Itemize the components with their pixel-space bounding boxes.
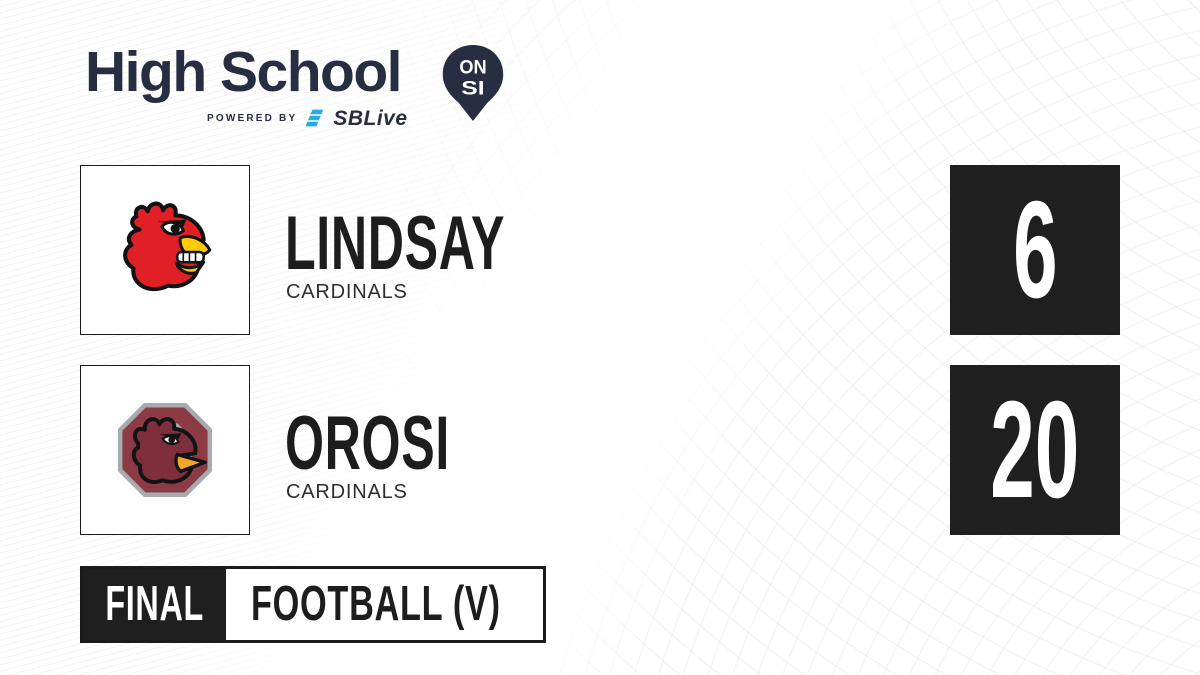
pin-text-on: ON: [459, 56, 486, 78]
sblive-icon: [305, 109, 324, 127]
status-label: FINAL: [105, 577, 204, 631]
team1-score: 6: [1012, 173, 1058, 327]
sblive-wordmark: SBLive: [333, 106, 408, 130]
brand-title: High School: [85, 40, 402, 104]
event-label: FOOTBALL (V): [251, 577, 501, 631]
event-segment: FOOTBALL (V): [226, 569, 608, 640]
team2-score-box: 20: [950, 365, 1120, 535]
team2-score: 20: [990, 373, 1080, 527]
team1-mascot: CARDINALS: [286, 281, 408, 303]
powered-by-row: POWERED BY SBLive: [207, 107, 408, 129]
lindsay-cardinal-icon: [123, 201, 212, 292]
team1-score-box: 6: [950, 165, 1120, 335]
powered-by-label: POWERED BY: [207, 112, 298, 124]
pin-text-si: SI: [461, 78, 484, 100]
onsi-pin-icon: ON SI: [442, 44, 504, 122]
team2-logo-box: [80, 365, 250, 535]
team1-name: LINDSAY: [285, 201, 506, 286]
status-segment: FINAL: [83, 569, 226, 640]
team2-name: OROSI: [285, 401, 450, 486]
orosi-cardinal-icon: [117, 402, 213, 498]
team2-mascot: CARDINALS: [286, 481, 408, 503]
game-status-badge: FINAL FOOTBALL (V): [80, 566, 546, 643]
team1-logo-box: [80, 165, 250, 335]
